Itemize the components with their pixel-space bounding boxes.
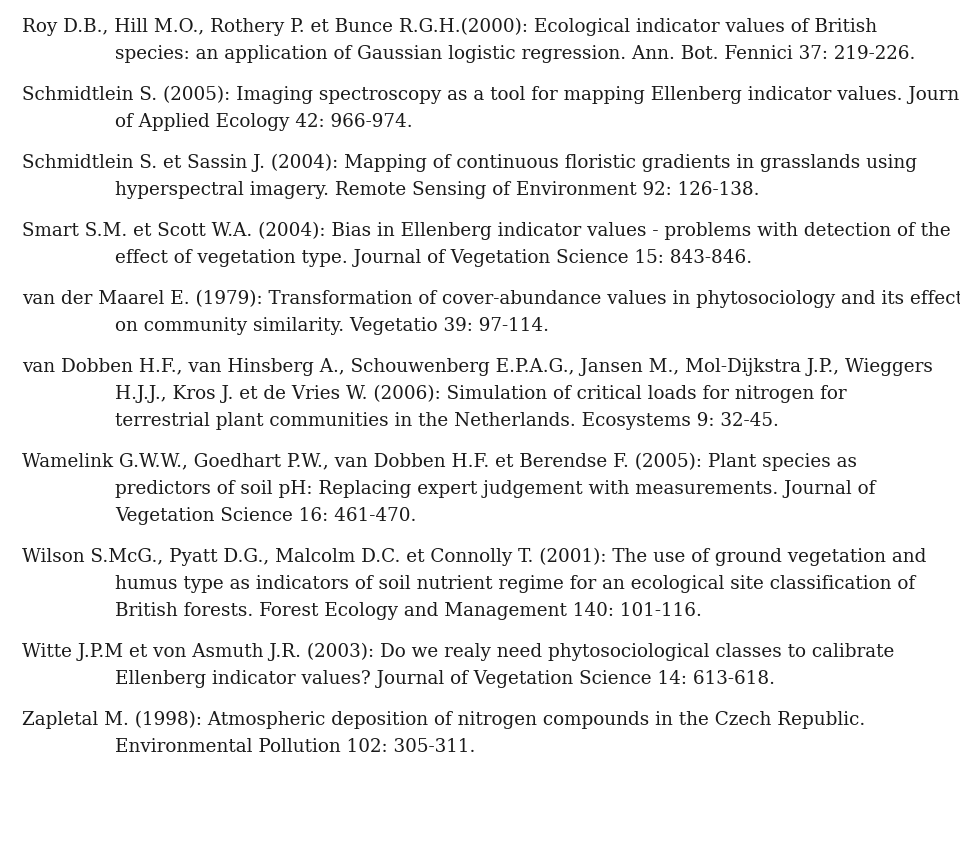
- Text: predictors of soil pH: Replacing expert judgement with measurements. Journal of: predictors of soil pH: Replacing expert …: [115, 480, 876, 498]
- Text: humus type as indicators of soil nutrient regime for an ecological site classifi: humus type as indicators of soil nutrien…: [115, 575, 915, 593]
- Text: on community similarity. Vegetatio 39: 97-114.: on community similarity. Vegetatio 39: 9…: [115, 317, 549, 335]
- Text: effect of vegetation type. Journal of Vegetation Science 15: 843-846.: effect of vegetation type. Journal of Ve…: [115, 249, 752, 267]
- Text: Schmidtlein S. (2005): Imaging spectroscopy as a tool for mapping Ellenberg indi: Schmidtlein S. (2005): Imaging spectrosc…: [22, 86, 960, 104]
- Text: Ellenberg indicator values? Journal of Vegetation Science 14: 613-618.: Ellenberg indicator values? Journal of V…: [115, 670, 775, 688]
- Text: Roy D.B., Hill M.O., Rothery P. et Bunce R.G.H.(2000): Ecological indicator valu: Roy D.B., Hill M.O., Rothery P. et Bunce…: [22, 18, 877, 36]
- Text: van der Maarel E. (1979): Transformation of cover-abundance values in phytosocio: van der Maarel E. (1979): Transformation…: [22, 290, 960, 308]
- Text: H.J.J., Kros J. et de Vries W. (2006): Simulation of critical loads for nitrogen: H.J.J., Kros J. et de Vries W. (2006): S…: [115, 385, 847, 404]
- Text: British forests. Forest Ecology and Management 140: 101-116.: British forests. Forest Ecology and Mana…: [115, 602, 702, 620]
- Text: terrestrial plant communities in the Netherlands. Ecosystems 9: 32-45.: terrestrial plant communities in the Net…: [115, 412, 779, 430]
- Text: Witte J.P.M et von Asmuth J.R. (2003): Do we realy need phytosociological classe: Witte J.P.M et von Asmuth J.R. (2003): D…: [22, 643, 895, 662]
- Text: species: an application of Gaussian logistic regression. Ann. Bot. Fennici 37: 2: species: an application of Gaussian logi…: [115, 45, 916, 63]
- Text: Environmental Pollution 102: 305-311.: Environmental Pollution 102: 305-311.: [115, 738, 475, 756]
- Text: Smart S.M. et Scott W.A. (2004): Bias in Ellenberg indicator values - problems w: Smart S.M. et Scott W.A. (2004): Bias in…: [22, 222, 950, 240]
- Text: van Dobben H.F., van Hinsberg A., Schouwenberg E.P.A.G., Jansen M., Mol-Dijkstra: van Dobben H.F., van Hinsberg A., Schouw…: [22, 358, 933, 376]
- Text: Vegetation Science 16: 461-470.: Vegetation Science 16: 461-470.: [115, 507, 417, 525]
- Text: Wilson S.McG., Pyatt D.G., Malcolm D.C. et Connolly T. (2001): The use of ground: Wilson S.McG., Pyatt D.G., Malcolm D.C. …: [22, 548, 926, 566]
- Text: Wamelink G.W.W., Goedhart P.W., van Dobben H.F. et Berendse F. (2005): Plant spe: Wamelink G.W.W., Goedhart P.W., van Dobb…: [22, 453, 857, 471]
- Text: hyperspectral imagery. Remote Sensing of Environment 92: 126-138.: hyperspectral imagery. Remote Sensing of…: [115, 181, 759, 199]
- Text: Zapletal M. (1998): Atmospheric deposition of nitrogen compounds in the Czech Re: Zapletal M. (1998): Atmospheric depositi…: [22, 711, 865, 729]
- Text: of Applied Ecology 42: 966-974.: of Applied Ecology 42: 966-974.: [115, 113, 413, 131]
- Text: Schmidtlein S. et Sassin J. (2004): Mapping of continuous floristic gradients in: Schmidtlein S. et Sassin J. (2004): Mapp…: [22, 154, 917, 173]
